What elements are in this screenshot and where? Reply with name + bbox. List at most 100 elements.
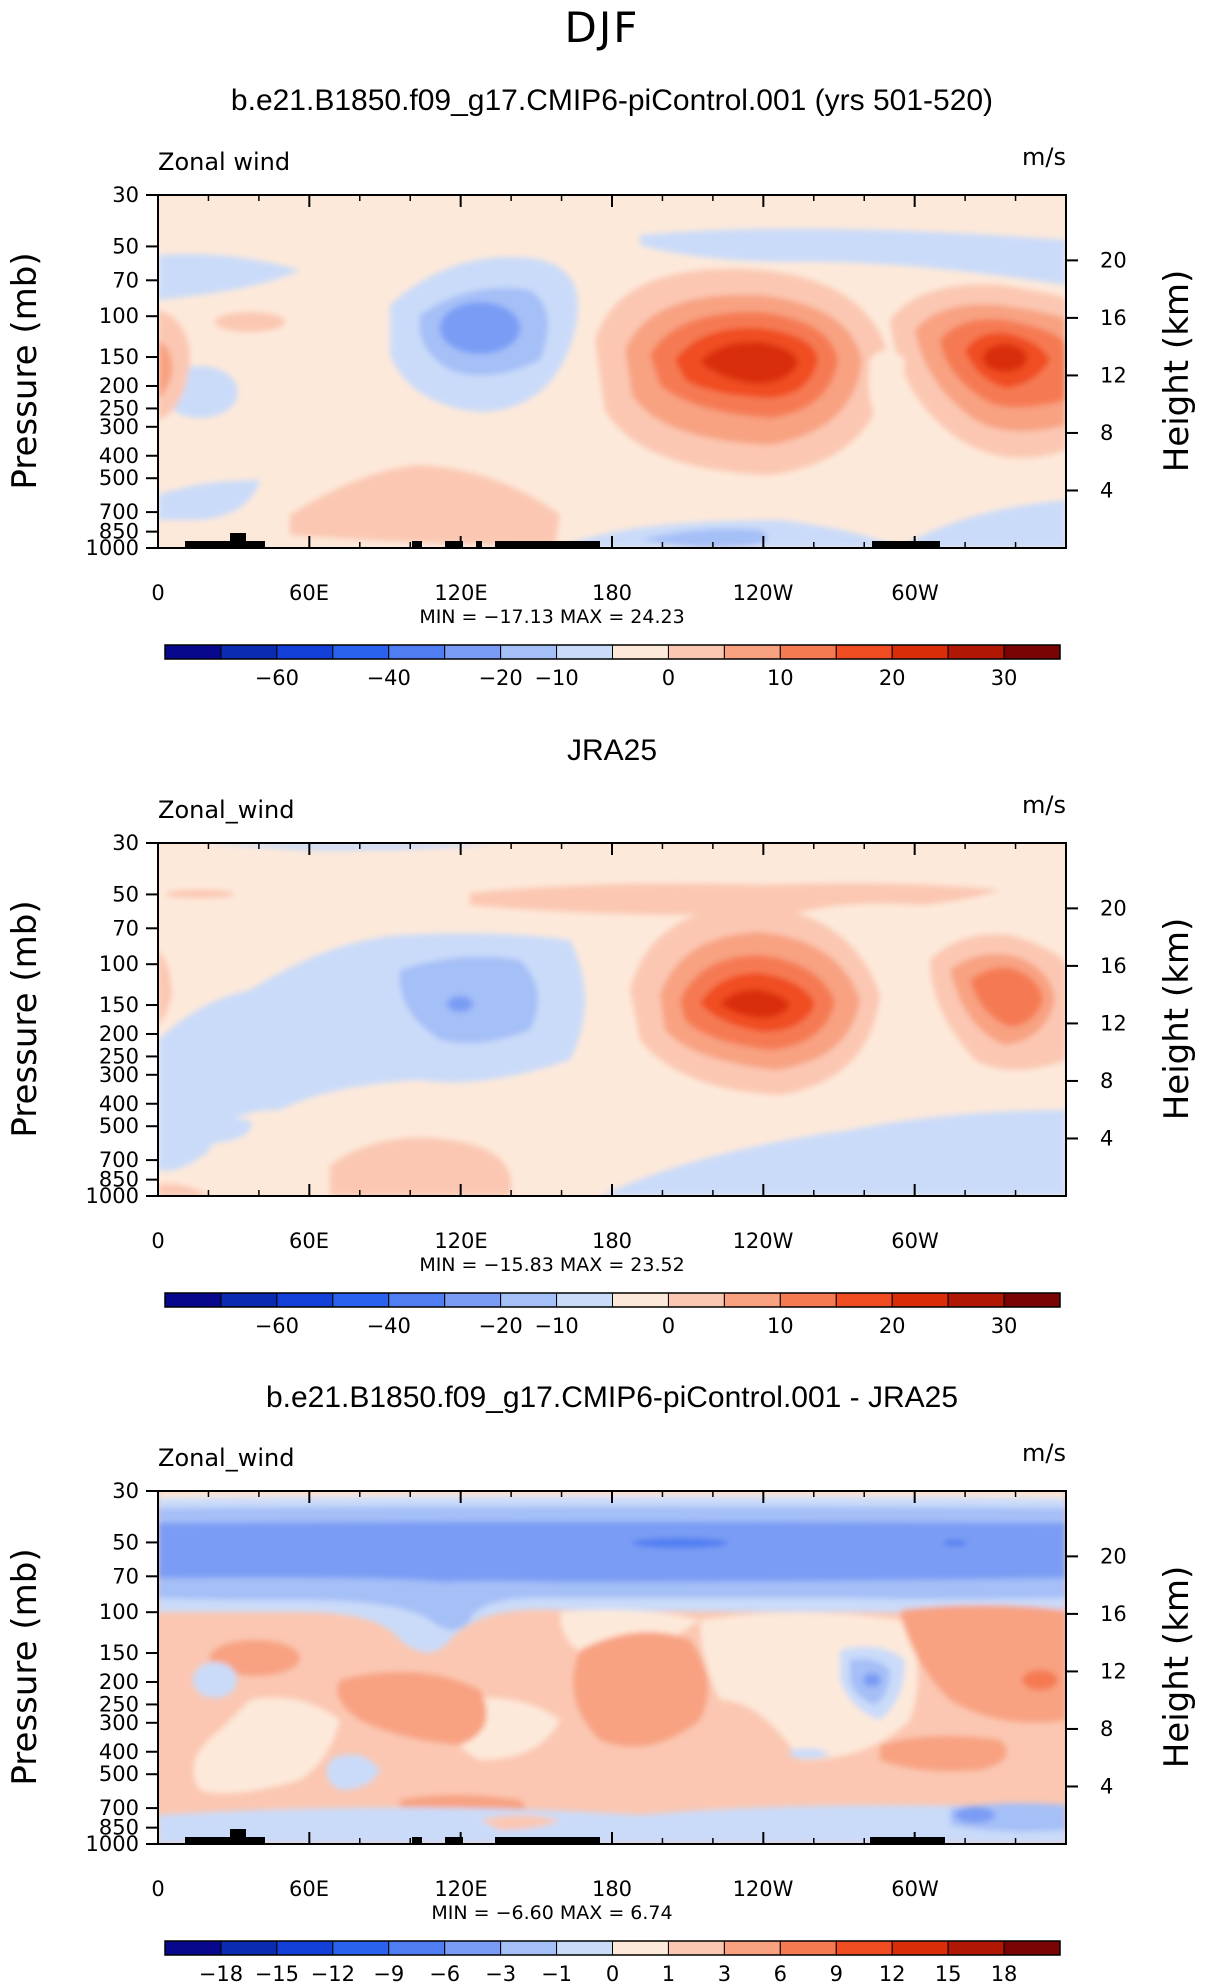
contour-pos-1 [210, 1640, 300, 1676]
colorbar-label: 18 [991, 1962, 1018, 1986]
colorbar-swatch [891, 1940, 949, 1956]
y-tick: 70 [112, 916, 139, 940]
colorbar-label: −40 [367, 666, 411, 690]
colorbar-swatch [276, 1940, 334, 1956]
colorbar-label: −20 [478, 666, 522, 690]
y-tick: 1000 [86, 1184, 139, 1208]
y-right-tick: 16 [1100, 1602, 1127, 1626]
y-right-tick: 20 [1100, 1544, 1127, 1568]
topography [185, 533, 940, 548]
y-right-tick: 16 [1100, 306, 1127, 330]
contour-neg-lower-e [600, 1110, 1066, 1196]
colorbar-swatch [220, 1940, 278, 1956]
contour-neg-surface-3 [955, 1807, 995, 1823]
colorbar-swatch [164, 1292, 222, 1308]
contour-neg-small-6 [790, 1748, 830, 1759]
left-label: Zonal wind [158, 148, 290, 176]
x-tick: 0 [151, 581, 164, 605]
x-tick: 60W [891, 1877, 939, 1901]
contour-field [158, 843, 1066, 1196]
x-tick-labels: 0 60E 120E 180 120W 60W [151, 1229, 939, 1253]
colorbar-swatch [556, 644, 613, 660]
colorbar-frame [164, 644, 1061, 660]
y-tick: 500 [99, 1762, 139, 1786]
y-tick: 30 [112, 1479, 139, 1503]
y-tick: 200 [99, 1670, 139, 1694]
topography [185, 1829, 945, 1844]
colorbar-label: 9 [830, 1962, 843, 1986]
y-tick: 700 [99, 1148, 139, 1172]
contour-pos-edge [158, 1183, 210, 1196]
colorbar-swatch [556, 1292, 613, 1308]
y-right-tick: 12 [1100, 1011, 1127, 1035]
y-tick: 400 [99, 1740, 139, 1764]
colorbar-swatch [332, 1292, 390, 1308]
colorbar-swatch [891, 644, 949, 660]
left-label: Zonal_wind [158, 1444, 294, 1472]
axis-ticks [157, 195, 1067, 548]
colorbar-label: 15 [935, 1962, 962, 1986]
y-tick: 100 [99, 304, 139, 328]
units-label: m/s [1022, 1439, 1066, 1467]
colorbar-swatch [779, 644, 837, 660]
panel-obs: JRA25 Zonal_wind m/s [5, 734, 1197, 1338]
contour-neg-120e-2 [447, 996, 473, 1012]
y-tick: 150 [99, 1641, 139, 1665]
colorbar-swatch [947, 644, 1005, 660]
y-tick: 850 [99, 1168, 139, 1192]
colorbar-swatch [1003, 644, 1061, 660]
colorbar-swatch [500, 1940, 558, 1956]
x-tick: 120E [434, 1229, 487, 1253]
contour-pos-small [215, 312, 285, 332]
y-right-tick-labels: 20 16 12 8 4 [1066, 248, 1127, 502]
colorbar-swatch [1003, 1940, 1061, 1956]
contour-pos-lower [330, 1137, 512, 1196]
y-right-tick: 20 [1100, 896, 1127, 920]
colorbar-swatch [723, 644, 781, 660]
colorbar-label: 10 [767, 666, 794, 690]
contour-pos-4 [900, 1605, 1066, 1723]
x-tick: 60E [289, 1877, 329, 1901]
y-tick: 250 [99, 1692, 139, 1716]
colorbar-swatch [667, 1940, 725, 1956]
y-tick: 300 [99, 1711, 139, 1735]
contour-pos-2 [337, 1672, 487, 1745]
colorbar-label: 0 [662, 1314, 675, 1338]
colorbar-label: −15 [255, 1962, 299, 1986]
y-tick: 300 [99, 1063, 139, 1087]
colorbar-label: 0 [606, 1962, 619, 1986]
contour-gap [868, 350, 905, 430]
panel-title: b.e21.B1850.f09_g17.CMIP6-piControl.001 … [266, 1381, 958, 1414]
colorbar-swatch [835, 1292, 893, 1308]
colorbar-swatch [723, 1292, 781, 1308]
y-tick: 150 [99, 993, 139, 1017]
colorbar-label: −1 [541, 1962, 572, 1986]
contour-jet-5 [720, 989, 790, 1018]
min-max-text: MIN = −6.60 MAX = 6.74 [431, 1902, 672, 1924]
y-right-tick: 8 [1100, 421, 1113, 445]
panel-model: b.e21.B1850.f09_g17.CMIP6-piControl.001 … [5, 84, 1197, 690]
contour-pos-core [1022, 1670, 1058, 1690]
colorbar-swatch [388, 644, 446, 660]
colorbar-swatch [220, 644, 278, 660]
contour-pos-small [165, 890, 235, 898]
axis-ticks [157, 843, 1067, 1196]
x-tick: 180 [592, 1229, 632, 1253]
panel-title: JRA25 [567, 734, 657, 767]
contour-neg-core-2 [943, 1540, 967, 1546]
y-tick: 700 [99, 500, 139, 524]
y-tick: 200 [99, 1022, 139, 1046]
y-tick: 300 [99, 415, 139, 439]
colorbar-label: 10 [767, 1314, 794, 1338]
y-tick: 1000 [86, 536, 139, 560]
y-axis-label: Pressure (mb) [5, 1548, 45, 1785]
contour-field [158, 195, 1066, 548]
colorbar-swatch [612, 1292, 669, 1308]
colorbar-swatch [220, 1292, 278, 1308]
colorbar-swatch [332, 644, 390, 660]
contour-pos-6 [880, 1736, 1007, 1772]
colorbar-label: 30 [991, 1314, 1018, 1338]
x-tick-labels: 0 60E 120E 180 120W 60W [151, 1877, 939, 1901]
